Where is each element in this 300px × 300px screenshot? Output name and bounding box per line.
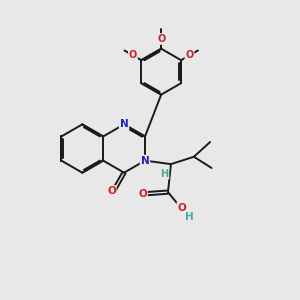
Text: O: O — [157, 34, 165, 44]
Text: O: O — [177, 203, 186, 213]
Text: H: H — [160, 169, 169, 178]
Text: O: O — [138, 189, 147, 199]
Text: N: N — [141, 156, 149, 166]
Text: O: O — [185, 50, 194, 60]
Text: O: O — [107, 186, 116, 196]
Text: N: N — [120, 119, 128, 129]
Text: O: O — [129, 50, 137, 60]
Text: H: H — [185, 212, 194, 221]
